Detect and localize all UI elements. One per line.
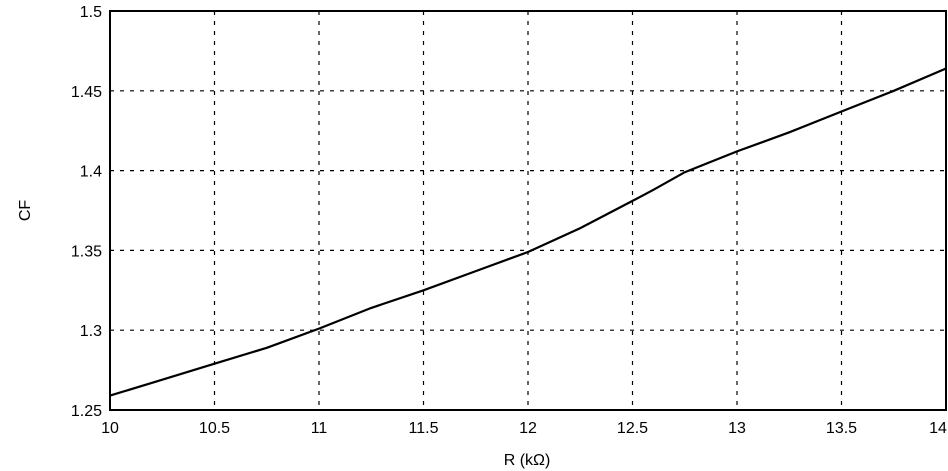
x-tick-label: 13.5	[826, 420, 857, 437]
x-tick-label: 11.5	[409, 420, 439, 437]
x-axis-title: R (kΩ)	[504, 452, 551, 469]
y-tick-label: 1.4	[80, 164, 102, 181]
x-tick-label: 11	[311, 420, 328, 437]
y-tick-label: 1.5	[80, 4, 102, 21]
series-layer	[109, 67, 947, 397]
x-tick-label: 12	[519, 420, 537, 437]
x-tick-label: 10.5	[199, 420, 230, 437]
x-tick-label: 12.5	[617, 420, 648, 437]
y-tick-label: 1.25	[71, 403, 102, 420]
y-tick-label: 1.45	[71, 84, 102, 101]
plot-frame	[109, 10, 947, 411]
tick-labels: 10 10.5 11 11.5 12 12.5 13 13.5 14 1.25 1.3 1.35 1.4…	[71, 4, 947, 437]
x-tick-label: 14	[929, 420, 947, 437]
x-tick-label: 13	[728, 420, 746, 437]
y-tick-label: 1.35	[71, 243, 102, 260]
grid-lines	[110, 11, 946, 410]
y-axis-title: CF	[17, 200, 34, 222]
y-tick-label: 1.3	[80, 323, 102, 340]
series-line-0	[109, 67, 947, 397]
x-tick-label: 10	[101, 420, 119, 437]
